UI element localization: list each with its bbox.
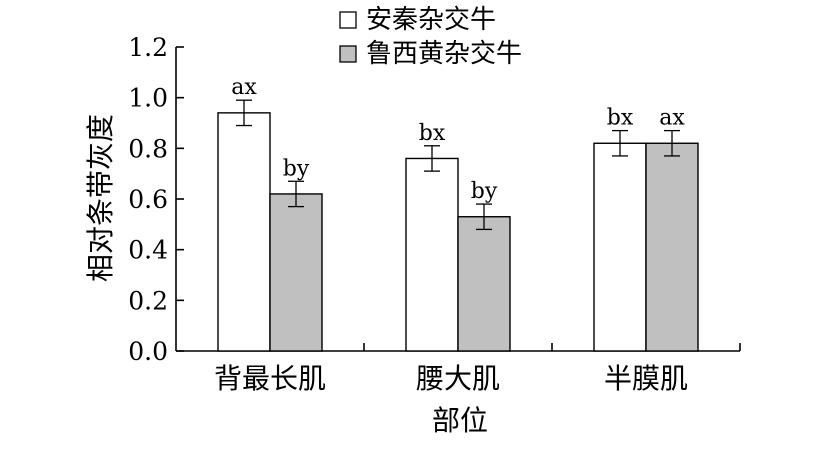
data-label: bx [607, 106, 634, 131]
y-tick-label: 0.6 [128, 185, 168, 214]
y-axis-label: 相对条带灰度 [84, 114, 117, 282]
x-axis-label: 部位 [432, 404, 488, 437]
data-label: by [471, 179, 498, 204]
legend-swatch [339, 11, 357, 29]
y-tick-label: 0.4 [128, 236, 168, 265]
y-tick-label: 0.0 [128, 337, 168, 366]
y-tick-label: 1.0 [128, 84, 168, 113]
bar [645, 142, 699, 352]
bar [593, 142, 647, 352]
legend-label: 鲁西黄杂交牛 [366, 39, 522, 69]
y-tick-label: 0.8 [128, 134, 168, 163]
x-tick-label: 腰大肌 [416, 362, 500, 395]
x-tick-label: 半膜肌 [604, 362, 688, 395]
legend-swatch [339, 45, 357, 63]
bar [269, 193, 323, 352]
data-label: ax [659, 106, 685, 131]
y-tick-label: 0.2 [128, 286, 168, 315]
data-label: ax [231, 75, 257, 100]
x-tick-label: 背最长肌 [214, 362, 326, 395]
data-label: bx [419, 121, 446, 146]
data-label: by [283, 156, 310, 181]
bar [457, 216, 511, 352]
legend-label: 安秦杂交牛 [366, 5, 496, 35]
bar [217, 112, 271, 352]
bar [405, 157, 459, 352]
y-tick-label: 1.2 [128, 33, 168, 62]
